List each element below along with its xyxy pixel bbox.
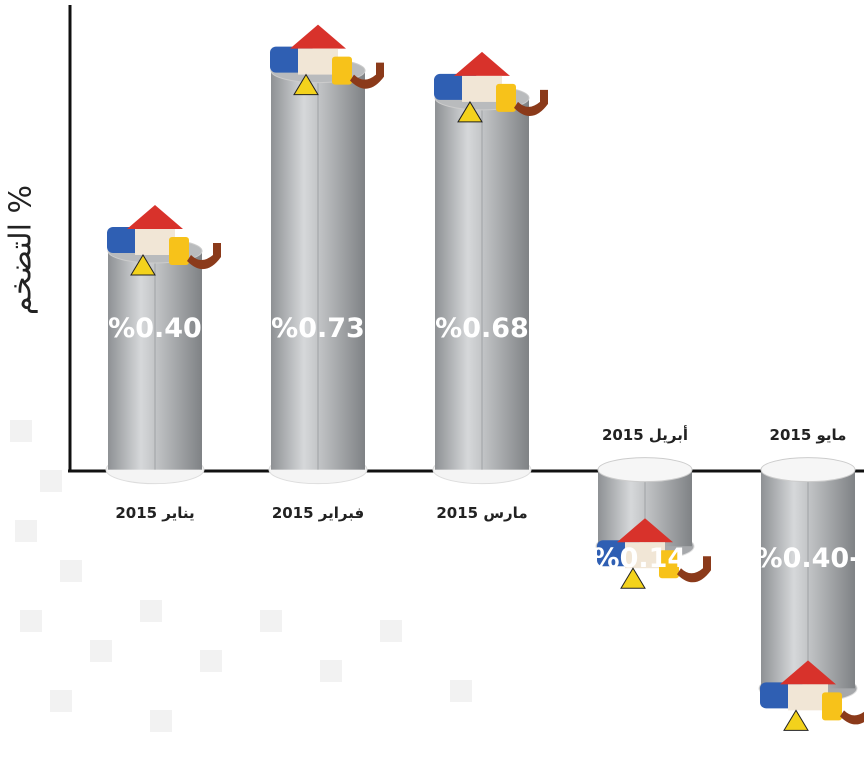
icon-house <box>617 518 673 543</box>
background-pattern <box>10 420 472 732</box>
x-tick-label: مارس 2015 <box>436 504 527 522</box>
icon-house <box>290 24 346 49</box>
x-tick-label: أبريل 2015 <box>602 425 688 444</box>
value-label: %0.14- <box>593 543 698 574</box>
value-label: %0.73 <box>271 313 365 344</box>
value-label: %0.68 <box>435 313 529 344</box>
icon-house <box>127 205 183 229</box>
y-axis-label: التضخم % <box>4 185 39 315</box>
icon-house-body <box>135 229 175 255</box>
icon-pipe <box>514 89 548 117</box>
icon-shirt <box>822 692 842 721</box>
icon-house-body <box>462 75 502 102</box>
icon-pipe <box>840 710 864 725</box>
icon-shirt <box>169 237 189 265</box>
icon-warning <box>783 709 809 731</box>
icon-shirt <box>659 550 679 579</box>
value-label: %0.40 <box>108 313 202 344</box>
bar-top <box>597 457 693 483</box>
icon-house-body <box>788 684 828 711</box>
bar-top <box>760 457 856 483</box>
x-tick-label: مايو 2015 <box>770 426 847 444</box>
icon-pipe <box>350 62 384 89</box>
x-tick-label: يناير 2015 <box>115 504 194 522</box>
icon-pipe <box>677 556 711 583</box>
icon-house-body <box>625 542 665 569</box>
icon-shirt <box>332 56 352 85</box>
icon-pipe <box>187 243 221 270</box>
icon-warning <box>293 73 319 96</box>
icon-warning <box>620 567 646 589</box>
icon-house-body <box>298 48 338 75</box>
icon-warning <box>457 100 483 123</box>
icon-house <box>454 51 510 76</box>
value-label: %0.40- <box>756 543 861 574</box>
icon-warning <box>130 254 156 276</box>
icon-shirt <box>496 83 516 112</box>
icon-house <box>780 660 836 685</box>
x-tick-label: فبراير 2015 <box>272 504 364 522</box>
